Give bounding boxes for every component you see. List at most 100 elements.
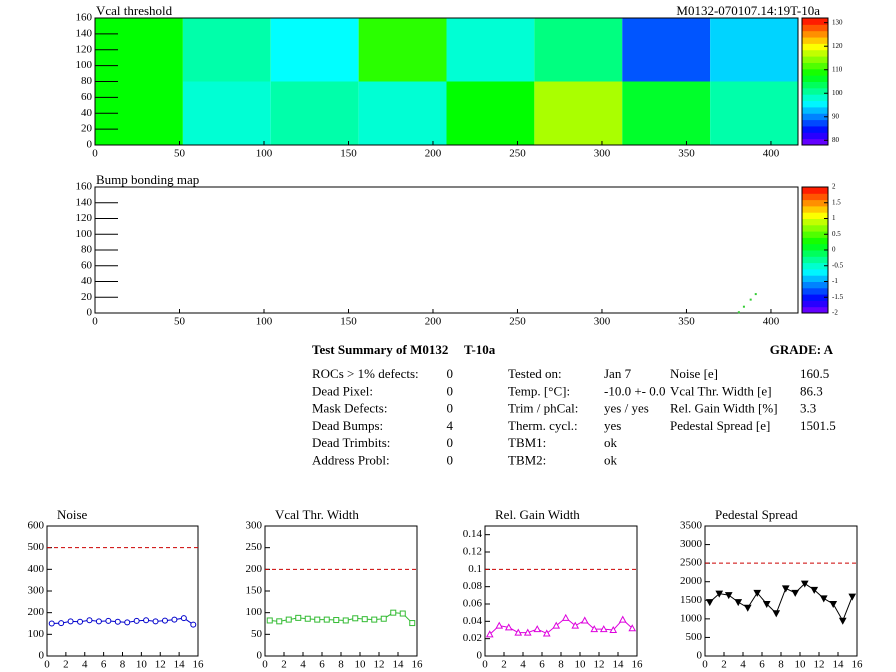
y-tick-label: 400 — [28, 563, 45, 575]
marker — [266, 617, 273, 624]
marker — [333, 617, 340, 624]
y-tick-label: 300 — [28, 585, 45, 597]
x-tick-label: 100 — [256, 148, 273, 160]
y-tick-label: 250 — [246, 541, 263, 553]
summary-label: Trim / phCal: — [508, 401, 578, 416]
y-tick-label: 40 — [81, 275, 93, 287]
y-tick-label: 160 — [76, 181, 93, 193]
x-tick-label: 8 — [778, 659, 784, 671]
color-band — [802, 18, 828, 25]
marker — [409, 620, 416, 627]
y-tick-label: 20 — [81, 123, 93, 135]
summary-value: 0 — [447, 452, 454, 467]
marker — [124, 619, 131, 626]
marker — [542, 629, 551, 637]
z-tick-label: -0.5 — [832, 261, 844, 269]
color-band — [802, 187, 828, 194]
x-tick-label: 16 — [193, 659, 205, 671]
color-band — [802, 138, 828, 146]
summary-value: 4 — [447, 418, 454, 433]
marker — [819, 595, 828, 603]
marker — [514, 628, 523, 636]
marker — [276, 618, 283, 625]
color-band — [802, 300, 828, 308]
plot-frame — [94, 186, 799, 314]
plot-title: Rel. Gain Width — [495, 507, 580, 522]
z-tick-label: 1.5 — [832, 198, 841, 206]
y-tick-label: 100 — [28, 628, 45, 640]
heat-cell — [182, 81, 271, 145]
color-band — [802, 193, 828, 201]
marker — [304, 615, 311, 622]
y-tick-label: 500 — [686, 631, 703, 643]
z-tick-label: 0.5 — [832, 230, 841, 238]
x-tick-label: 16 — [852, 659, 864, 671]
heat-cell — [270, 81, 359, 145]
y-tick-label: 0.1 — [468, 563, 482, 575]
color-band — [802, 306, 828, 314]
marker — [628, 624, 637, 632]
y-tick-label: 100 — [246, 606, 263, 618]
y-tick-label: 50 — [251, 628, 263, 640]
heat-cell — [534, 18, 623, 82]
summary-label: TBM1: — [508, 435, 546, 450]
heat-cell — [622, 18, 711, 82]
color-band — [802, 30, 828, 38]
color-bar-frame — [801, 17, 829, 146]
marker — [361, 616, 368, 623]
x-tick-label: 100 — [256, 316, 273, 328]
y-tick-label: 3000 — [680, 538, 703, 550]
y-tick-label: 0.12 — [463, 546, 482, 558]
marker — [105, 617, 112, 624]
marker — [810, 586, 819, 594]
y-tick-label: 80 — [81, 244, 93, 256]
marker — [533, 625, 542, 633]
x-tick-label: 14 — [174, 659, 186, 671]
y-tick-label: 140 — [76, 27, 93, 39]
summary-value: 0 — [447, 435, 454, 450]
marker — [352, 615, 359, 622]
color-band — [802, 75, 828, 82]
x-tick-label: 12 — [374, 659, 385, 671]
marker — [95, 618, 102, 625]
y-tick-label: 100 — [76, 228, 93, 240]
x-tick-label: 14 — [833, 659, 845, 671]
color-band — [802, 43, 828, 51]
x-tick-label: 150 — [340, 148, 357, 160]
marker — [399, 610, 406, 617]
marker — [800, 580, 809, 588]
color-band — [802, 256, 828, 264]
x-tick-label: 2 — [281, 659, 287, 671]
summary-label: Therm. cycl.: — [508, 418, 578, 433]
color-band — [802, 205, 828, 213]
z-tick-label: 130 — [832, 18, 843, 26]
marker — [829, 601, 838, 609]
point — [754, 293, 757, 296]
x-tick-label: 300 — [594, 316, 611, 328]
color-band — [802, 237, 828, 245]
marker — [143, 617, 150, 624]
marker — [171, 616, 178, 623]
marker — [609, 625, 618, 633]
x-tick-label: 6 — [319, 659, 325, 671]
marker — [342, 617, 349, 624]
color-band — [802, 275, 828, 282]
x-tick-label: 14 — [613, 659, 625, 671]
y-tick-label: 20 — [81, 291, 93, 303]
summary-value: 3.3 — [800, 401, 816, 416]
color-band — [802, 212, 828, 219]
summary-label: Address Probl: — [312, 452, 390, 467]
x-tick-label: 14 — [393, 659, 405, 671]
heat-cell — [622, 81, 711, 145]
y-tick-label: 80 — [81, 75, 93, 87]
x-tick-label: 400 — [763, 316, 780, 328]
z-tick-label: -1 — [832, 277, 838, 285]
y-tick-label: 150 — [246, 585, 263, 597]
x-tick-label: 300 — [594, 148, 611, 160]
y-tick-label: 100 — [76, 59, 93, 71]
x-tick-label: 0 — [92, 148, 98, 160]
y-tick-label: 0 — [257, 650, 263, 662]
y-tick-label: 40 — [81, 107, 93, 119]
